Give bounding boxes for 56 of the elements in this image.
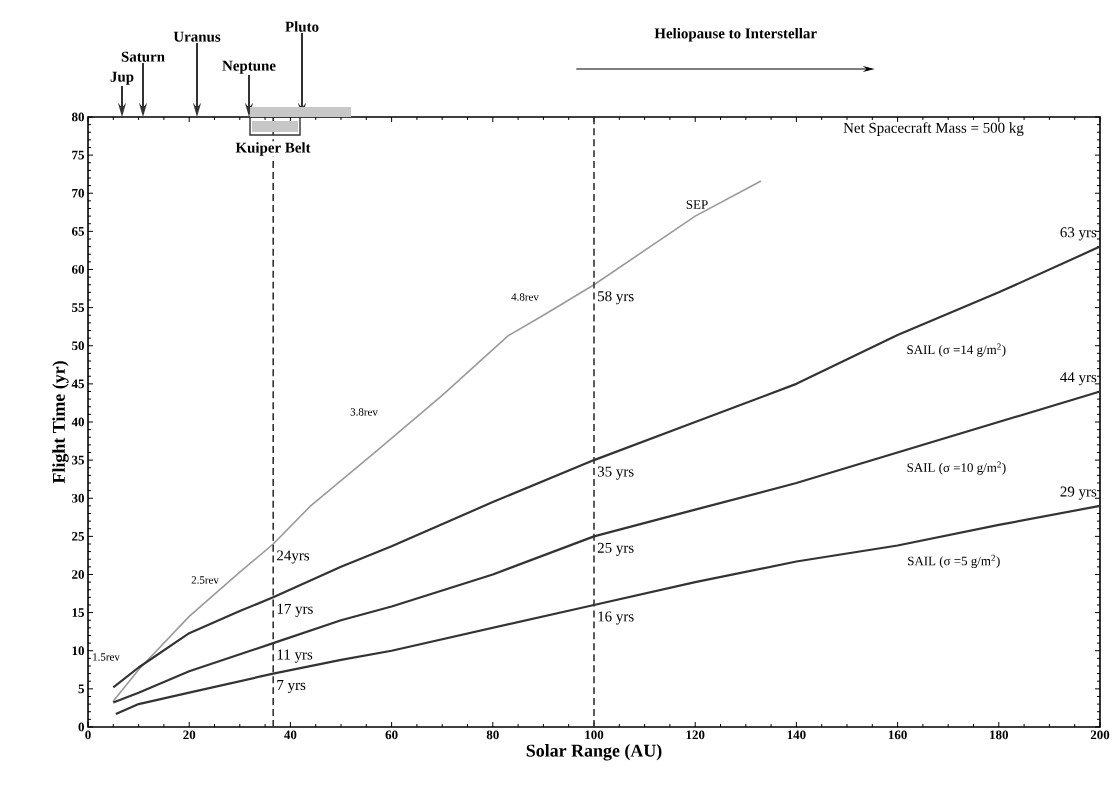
y-tick-label: 55 (72, 303, 85, 312)
annotation: 11 yrs (277, 649, 313, 663)
y-tick-label: 20 (72, 570, 84, 579)
series-label: SAIL (σ =5 g/m$^{2}$) (908, 554, 1000, 568)
annotation: 25 yrs (597, 542, 634, 556)
text: Jup (110, 71, 134, 85)
text: Saturn (121, 51, 165, 62)
annotation: 35 yrs (597, 466, 634, 480)
annotation: 3.8rev (350, 408, 378, 416)
y-tick-label: 30 (72, 493, 84, 503)
annotation: 16 yrs (598, 611, 634, 625)
y-tick-label: 65 (71, 227, 85, 236)
x-tick-label: 80 (486, 730, 499, 740)
annotation: 24yrs (277, 550, 310, 564)
y-tick-label: 5 (78, 684, 85, 694)
x-tick-label: 160 (888, 730, 907, 740)
annotation: 2.5rev (191, 576, 219, 584)
text: Pluto (285, 21, 319, 32)
annotation: 58 yrs (598, 291, 634, 305)
annotation: Kuiper Belt (235, 142, 311, 156)
annotation: 44 yrs (1060, 372, 1097, 386)
annotation: 7 yrs (277, 680, 306, 694)
x-tick-label: 120 (686, 730, 705, 740)
annotation: 63 yrs (1060, 227, 1097, 241)
y-tick-label: 60 (71, 265, 84, 274)
y-tick-label: 25 (72, 532, 85, 541)
x-tick-label: 200 (1090, 730, 1110, 740)
y-tick-label: 35 (72, 455, 85, 465)
y-tick-label: 70 (72, 188, 84, 198)
x-tick-label: 100 (585, 730, 604, 740)
annotation: 29 yrs (1060, 486, 1097, 500)
text: Heliopause to Interstellar (654, 27, 817, 42)
y-tick-label: 50 (72, 341, 84, 351)
x-axis-title: Solar Range (AU) (526, 744, 662, 761)
y-axis-title: Flight Time (yr) (52, 361, 69, 484)
y-tick-label: 40 (71, 417, 84, 427)
x-tick-label: 140 (787, 730, 806, 740)
y-tick-label: 15 (72, 608, 85, 617)
x-tick-label: 40 (284, 730, 297, 740)
series-label: SAIL (σ =10 g/m$^{2}$) (907, 461, 1006, 475)
x-tick-label: 20 (183, 730, 196, 740)
annotation: Net Spacecraft Mass = 500 kg (843, 122, 1024, 136)
y-tick-label: 10 (72, 646, 84, 656)
annotation: 4.8rev (511, 293, 539, 301)
x-tick-label: 180 (990, 730, 1009, 740)
y-tick-label: 0 (78, 722, 84, 732)
y-tick-label: 75 (72, 150, 85, 160)
text: Neptune (222, 60, 276, 74)
annotation: 1.5rev (93, 653, 120, 661)
text: Uranus (173, 31, 221, 42)
y-tick-label: 80 (71, 112, 84, 122)
series-label: SAIL (σ =14 g/m$^{2}$) (907, 343, 1006, 357)
x-tick-label: 60 (385, 730, 398, 740)
annotation: 17 yrs (277, 603, 313, 617)
y-tick-label: 45 (71, 379, 85, 389)
series-label: SEP (686, 200, 708, 209)
